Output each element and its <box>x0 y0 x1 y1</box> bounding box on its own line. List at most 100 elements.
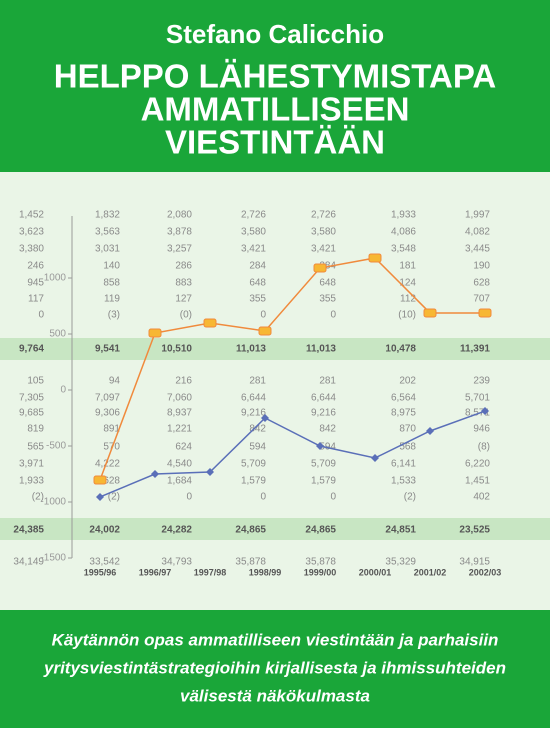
table-cell: 3,031 <box>95 244 120 255</box>
table-cell: 0 <box>330 492 336 503</box>
data-point <box>423 308 437 318</box>
table-cell: (3) <box>108 310 120 321</box>
table-cell: 4,540 <box>167 459 192 470</box>
table-cell: 594 <box>249 442 266 453</box>
table-cell: 6,220 <box>465 459 490 470</box>
table-cell: 568 <box>399 442 416 453</box>
table-cell: 624 <box>175 442 192 453</box>
table-cell: 10,510 <box>161 344 192 355</box>
footer-band <box>0 610 550 728</box>
data-point <box>258 326 272 336</box>
table-cell: 648 <box>319 278 336 289</box>
y-tick-label: 500 <box>49 329 66 340</box>
table-cell: 819 <box>27 424 44 435</box>
table-cell: 281 <box>319 376 336 387</box>
x-tick-label: 1995/96 <box>84 567 117 577</box>
table-cell: 246 <box>27 261 44 272</box>
table-cell: 11,013 <box>306 344 336 355</box>
table-cell: 1,579 <box>311 476 336 487</box>
table-cell: 3,878 <box>167 227 192 238</box>
table-cell: (10) <box>398 310 416 321</box>
table-cell: 870 <box>399 424 416 435</box>
table-cell: 3,548 <box>391 244 416 255</box>
data-point <box>481 407 489 416</box>
author: Stefano Calicchio <box>166 19 384 49</box>
data-point <box>96 492 104 501</box>
table-cell: 3,971 <box>19 459 44 470</box>
table-cell: 9,685 <box>19 408 44 419</box>
table-cell: 94 <box>109 376 121 387</box>
table-cell: 8,937 <box>167 408 192 419</box>
table-cell: 1,832 <box>95 210 120 221</box>
table-cell: 355 <box>319 294 336 305</box>
table-cell: 23,525 <box>459 525 490 536</box>
data-point <box>478 308 492 318</box>
title-line: VIESTINTÄÄN <box>165 124 385 161</box>
table-cell: 3,445 <box>465 244 490 255</box>
subtitle-line: välisestä näkökulmasta <box>180 686 370 705</box>
table-cell: 9,306 <box>95 408 120 419</box>
y-tick-label: -1000 <box>40 497 66 508</box>
y-tick-label: -1500 <box>40 553 66 564</box>
table-cell: 946 <box>473 424 490 435</box>
table-cell: 286 <box>175 261 192 272</box>
table-cell: 4,222 <box>95 459 120 470</box>
y-tick-label: -500 <box>46 441 66 452</box>
table-cell: (0) <box>180 310 192 321</box>
table-cell: 190 <box>473 261 490 272</box>
table-cell: 24,865 <box>235 525 266 536</box>
table-cell: 3,563 <box>95 227 120 238</box>
table-cell: 3,421 <box>241 244 266 255</box>
table-cell: 10,478 <box>385 344 416 355</box>
table-cell: 24,282 <box>161 525 192 536</box>
x-tick-label: 2000/01 <box>359 567 392 577</box>
x-tick-label: 1996/97 <box>139 567 172 577</box>
header-band <box>0 0 550 172</box>
subtitle-line: Käytännön opas ammatilliseen viestintään… <box>52 630 499 649</box>
table-cell: 628 <box>473 278 490 289</box>
table-cell: 34,149 <box>13 557 44 568</box>
data-point <box>148 328 162 338</box>
table-cell: 9,216 <box>241 408 266 419</box>
table-cell: 4,086 <box>391 227 416 238</box>
table-cell: (2) <box>108 492 120 503</box>
table-cell: 112 <box>400 294 416 305</box>
table-cell: (2) <box>32 492 44 503</box>
data-point <box>203 318 217 328</box>
table-cell: 858 <box>103 278 120 289</box>
data-point <box>316 442 324 450</box>
x-tick-label: 1997/98 <box>194 567 227 577</box>
data-point <box>93 475 107 485</box>
table-cell: 1,452 <box>19 210 44 221</box>
table-cell: 216 <box>175 376 192 387</box>
table-cell: 883 <box>175 278 192 289</box>
table-cell: 24,002 <box>89 525 120 536</box>
x-tick-label: 2001/02 <box>414 567 447 577</box>
table-cell: 3,380 <box>19 244 44 255</box>
highlight-row <box>0 338 550 360</box>
table-cell: 7,097 <box>95 393 120 404</box>
table-cell: 8,975 <box>391 408 416 419</box>
y-tick-label: 1000 <box>44 273 67 284</box>
table-cell: 127 <box>175 294 192 305</box>
table-cell: 5,709 <box>311 459 336 470</box>
x-tick-label: 1998/99 <box>249 567 282 577</box>
table-cell: 24,851 <box>385 525 416 536</box>
table-cell: 281 <box>249 376 266 387</box>
table-cell: 1,684 <box>167 476 192 487</box>
title-line: HELPPO LÄHESTYMISTAPA <box>54 58 496 95</box>
table-cell: 648 <box>249 278 266 289</box>
table-cell: 6,564 <box>391 393 416 404</box>
table-cell: 6,644 <box>241 393 266 404</box>
table-cell: 707 <box>473 294 490 305</box>
table-cell: 355 <box>249 294 266 305</box>
data-point <box>261 414 269 422</box>
table-cell: 117 <box>28 294 44 305</box>
table-cell: 35,329 <box>385 557 416 568</box>
data-point <box>426 426 434 435</box>
table-cell: 0 <box>38 310 44 321</box>
table-cell: 34,915 <box>459 557 490 568</box>
table-cell: 1,933 <box>391 210 416 221</box>
table-cell: 5,709 <box>241 459 266 470</box>
table-cell: 2,726 <box>241 210 266 221</box>
